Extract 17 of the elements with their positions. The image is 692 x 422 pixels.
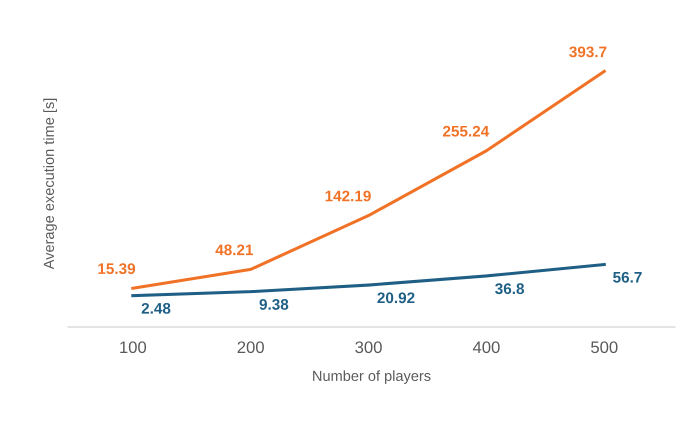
- data-label: 36.8: [495, 283, 524, 294]
- data-label: 56.7: [613, 272, 642, 283]
- data-label: 15.39: [98, 263, 136, 274]
- data-label: 9.38: [260, 299, 288, 310]
- y-axis-title: Average execution time [s]: [43, 98, 57, 270]
- data-label: 255.24: [443, 126, 490, 137]
- x-tick-label: 100: [120, 341, 146, 354]
- data-label: 48.21: [215, 244, 254, 256]
- data-label: 20.92: [377, 292, 415, 304]
- data-label: 142.19: [326, 190, 371, 202]
- x-tick-label: 400: [472, 341, 500, 354]
- data-label: 2.48: [142, 302, 170, 314]
- x-tick-label: 200: [238, 341, 264, 354]
- x-axis-title: Number of players: [313, 370, 431, 384]
- x-tick-label: 300: [355, 341, 382, 354]
- data-label: 393.7: [569, 46, 606, 58]
- x-tick-label: 500: [591, 341, 618, 354]
